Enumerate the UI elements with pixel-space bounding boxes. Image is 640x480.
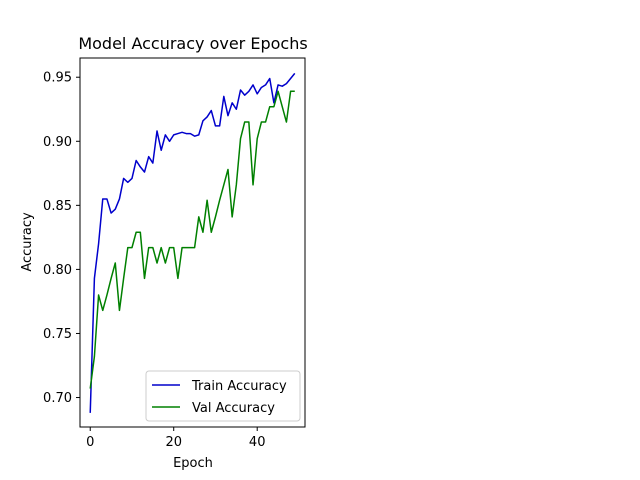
y-tick-label-3: 0.85 (43, 199, 72, 214)
plot-area (89, 72, 296, 413)
y-axis: 0.70 0.75 0.80 0.85 0.90 0.95 (43, 71, 80, 406)
y-tick-label-1: 0.75 (43, 327, 72, 342)
legend-box (145, 370, 301, 422)
y-tick-label-5: 0.95 (43, 71, 72, 86)
x-axis-label: Epoch (173, 456, 213, 471)
legend: Train Accuracy Val Accuracy (145, 370, 301, 422)
y-tick-label-2: 0.80 (43, 263, 72, 278)
x-tick-label-1: 20 (165, 435, 182, 450)
y-tick-label-4: 0.90 (43, 135, 72, 150)
legend-label-train: Train Accuracy (191, 379, 287, 394)
chart-title: Model Accuracy over Epochs (78, 34, 307, 53)
series-line-1 (89, 90, 295, 389)
legend-label-val: Val Accuracy (192, 401, 275, 416)
axes-frame (79, 57, 306, 428)
x-tick-label-0: 0 (86, 435, 94, 450)
y-axis-label: Accuracy (20, 212, 35, 272)
x-tick-label-2: 40 (249, 435, 266, 450)
x-axis: 0 20 40 (86, 427, 265, 450)
series-line-0 (89, 72, 296, 413)
y-tick-label-0: 0.70 (43, 391, 72, 406)
